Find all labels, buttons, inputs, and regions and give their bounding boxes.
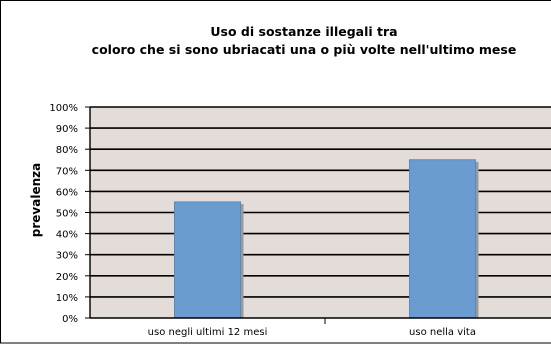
- bar: [174, 201, 241, 319]
- y-tick-label: 20%: [56, 272, 78, 283]
- bar: [409, 159, 476, 319]
- x-tick-labels: uso negli ultimi 12 mesi uso nella vita: [148, 318, 476, 338]
- y-tick-label: 60%: [56, 187, 78, 198]
- chart-title-line1: Uso di sostanze illegali tra: [210, 24, 397, 39]
- gridlines: [85, 106, 551, 319]
- y-tick-label: 90%: [56, 124, 78, 135]
- x-tick-label: uso nella vita: [409, 327, 476, 338]
- y-tick-label: 80%: [56, 145, 78, 156]
- y-tick-label: 0%: [62, 314, 78, 325]
- y-axis-label: prevalenza: [29, 163, 43, 237]
- y-tick-label: 50%: [56, 209, 78, 220]
- chart-title-line2: coloro che si sono ubriacati una o più v…: [92, 42, 517, 57]
- y-tick-label: 10%: [56, 293, 78, 304]
- x-tick-label: uso negli ultimi 12 mesi: [148, 327, 268, 338]
- y-tick-label: 30%: [56, 251, 78, 262]
- y-tick-label: 70%: [56, 166, 78, 177]
- y-tick-label: 100%: [49, 103, 78, 114]
- y-tick-label: 40%: [56, 230, 78, 241]
- y-tick-labels: 0% 10% 20% 30% 40% 50% 60% 70% 80% 90% 100%: [49, 103, 78, 325]
